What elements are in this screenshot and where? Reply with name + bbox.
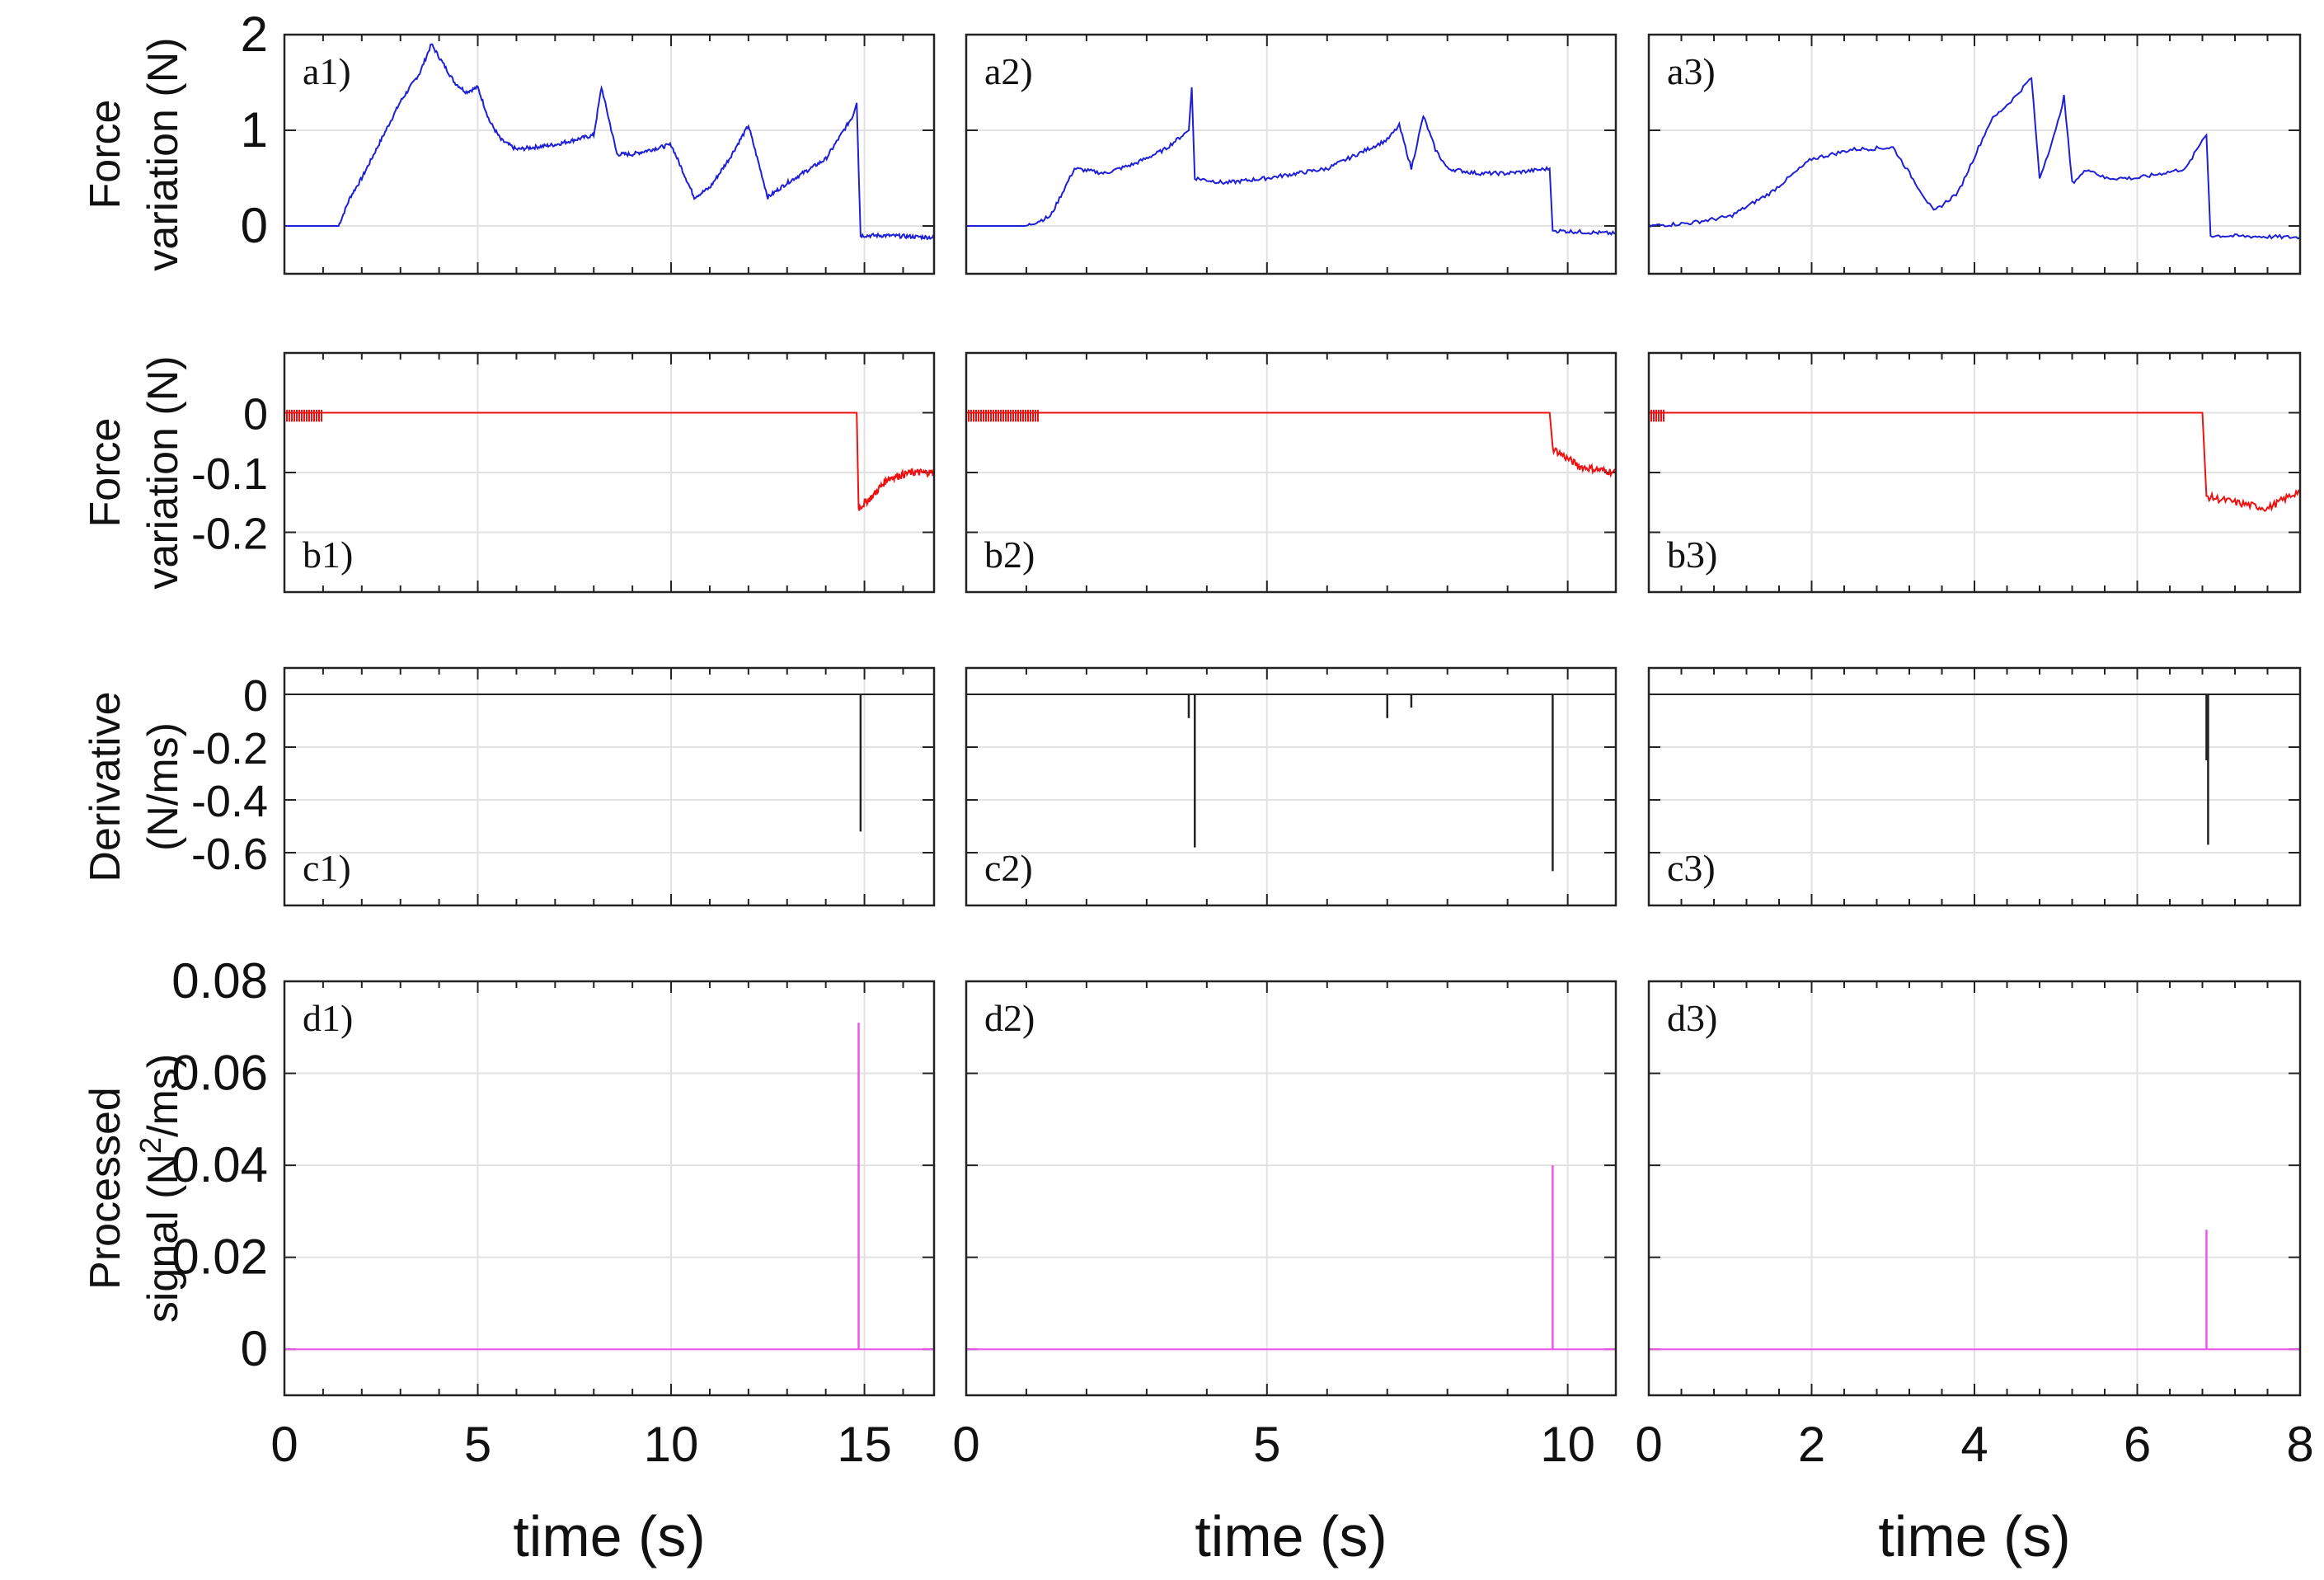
panel-label-d2: d2) <box>984 997 1035 1039</box>
noise-band-b2 <box>965 409 1039 422</box>
x-axis-label: time (s) <box>513 1504 705 1568</box>
x-tick-label: 8 <box>2286 1417 2313 1472</box>
panel-c3: c3) <box>1647 666 2302 907</box>
axes-frame <box>965 33 1617 275</box>
y-tick-label: 2 <box>241 7 268 62</box>
panel-d1: d1) 0 0.02 0.04 0.06 0.08 0 5 10 15 time (s) <box>171 953 936 1568</box>
axes-frame <box>1647 980 2302 1397</box>
y-tick-label: 0 <box>243 671 268 721</box>
series-line-b1 <box>284 411 935 511</box>
x-axis-label: time (s) <box>1195 1504 1387 1568</box>
y-tick-label: -0.4 <box>191 777 268 826</box>
axes-frame <box>283 980 936 1397</box>
panel-a2: a2) <box>965 33 1617 275</box>
x-tick-label: 5 <box>464 1417 491 1472</box>
y-tick-label: 0 <box>241 1321 268 1376</box>
y-tick-label: 0.06 <box>171 1046 268 1101</box>
y-axis-label-prefix: signal (N <box>139 1154 187 1323</box>
series-line-b2 <box>966 411 1617 478</box>
panel-b1: b1) 0 -0.1 -0.2 <box>191 351 936 594</box>
y-axis-label-line2: (N/ms) <box>139 722 187 851</box>
noise-band-b3 <box>1648 409 1664 422</box>
y-axis-label-row-b: Force variation (N) <box>82 355 187 589</box>
x-axis-label: time (s) <box>1878 1504 2070 1568</box>
series-line-a1 <box>284 43 935 241</box>
panel-d3: d3) 0 2 4 6 8 time (s) <box>1635 980 2314 1568</box>
y-tick-label: -0.6 <box>191 830 268 879</box>
axes-frame <box>283 666 936 907</box>
y-axis-label-line1: Force <box>82 100 129 209</box>
series-line-a3 <box>1648 77 2301 240</box>
y-tick-label: 0.08 <box>171 953 268 1009</box>
y-axis-label-line2: variation (N) <box>139 355 187 589</box>
x-tick-label: 10 <box>644 1417 699 1472</box>
axes-frame <box>965 351 1617 594</box>
panel-c1: c1) 0-0.2-0.4-0.6 <box>191 666 936 907</box>
panel-label-c2: c2) <box>984 847 1033 889</box>
series-line-a2 <box>966 87 1616 237</box>
panel-d2: d2) 0 5 10 time (s) <box>952 980 1617 1568</box>
y-tick-label: 0 <box>243 390 268 440</box>
y-tick-label: -0.2 <box>191 724 268 774</box>
x-tick-label: 5 <box>1253 1417 1280 1472</box>
x-tick-label: 0 <box>952 1417 979 1472</box>
axes-frame <box>965 980 1617 1397</box>
y-axis-label-line2: signal (N2/ms) <box>134 1054 187 1323</box>
y-axis-label-line2: variation (N) <box>139 37 187 270</box>
y-axis-label-line1: Processed <box>82 1087 129 1290</box>
panel-label-a3: a3) <box>1667 50 1716 92</box>
axes-frame <box>283 33 936 275</box>
y-tick-label: -0.1 <box>191 449 268 499</box>
panel-label-c3: c3) <box>1667 847 1716 889</box>
axes-frame <box>1647 33 2302 275</box>
axes-frame <box>965 666 1617 907</box>
y-tick-label: 1 <box>241 102 268 158</box>
panel-label-a2: a2) <box>984 50 1033 92</box>
panel-label-b3: b3) <box>1667 534 1717 576</box>
y-tick-label: 0 <box>241 198 268 253</box>
axes-frame <box>283 351 936 594</box>
x-tick-label: 0 <box>270 1417 298 1472</box>
panel-c2: c2) <box>965 666 1617 907</box>
axes-frame <box>1647 351 2302 594</box>
axes-frame <box>1647 666 2302 907</box>
panel-a1: a1) 0 1 2 <box>241 7 936 275</box>
x-tick-label: 15 <box>837 1417 892 1472</box>
noise-band-b1 <box>284 409 322 422</box>
y-tick-label: 0.04 <box>171 1137 268 1192</box>
panel-b3: b3) <box>1647 351 2302 594</box>
y-tick-label: 0.02 <box>171 1230 268 1285</box>
panel-label-b1: b1) <box>303 534 353 576</box>
panel-label-d1: d1) <box>303 997 353 1039</box>
panel-label-d3: d3) <box>1667 997 1717 1039</box>
x-tick-label: 2 <box>1798 1417 1825 1472</box>
x-tick-label: 4 <box>1960 1417 1988 1472</box>
series-line-b3 <box>1649 411 2301 513</box>
y-tick-label: -0.2 <box>191 510 268 559</box>
panel-a3: a3) <box>1647 33 2302 275</box>
y-axis-label-row-c: Derivative (N/ms) <box>82 691 187 882</box>
panel-label-c1: c1) <box>303 847 351 889</box>
x-tick-label: 0 <box>1635 1417 1662 1472</box>
y-axis-label-line1: Force <box>82 418 129 528</box>
panel-label-b2: b2) <box>984 534 1035 576</box>
y-axis-label-suffix: /ms) <box>139 1054 187 1137</box>
panel-b2: b2) <box>965 351 1617 594</box>
panel-label-a1: a1) <box>303 50 351 92</box>
y-axis-label-row-d: Processed signal (N2/ms) <box>82 1054 187 1323</box>
x-tick-label: 6 <box>2124 1417 2151 1472</box>
x-tick-label: 10 <box>1540 1417 1595 1472</box>
y-axis-label-superscript: 2 <box>134 1137 167 1154</box>
y-axis-label-line1: Derivative <box>82 691 129 882</box>
y-axis-label-row-a: Force variation (N) <box>82 37 187 270</box>
